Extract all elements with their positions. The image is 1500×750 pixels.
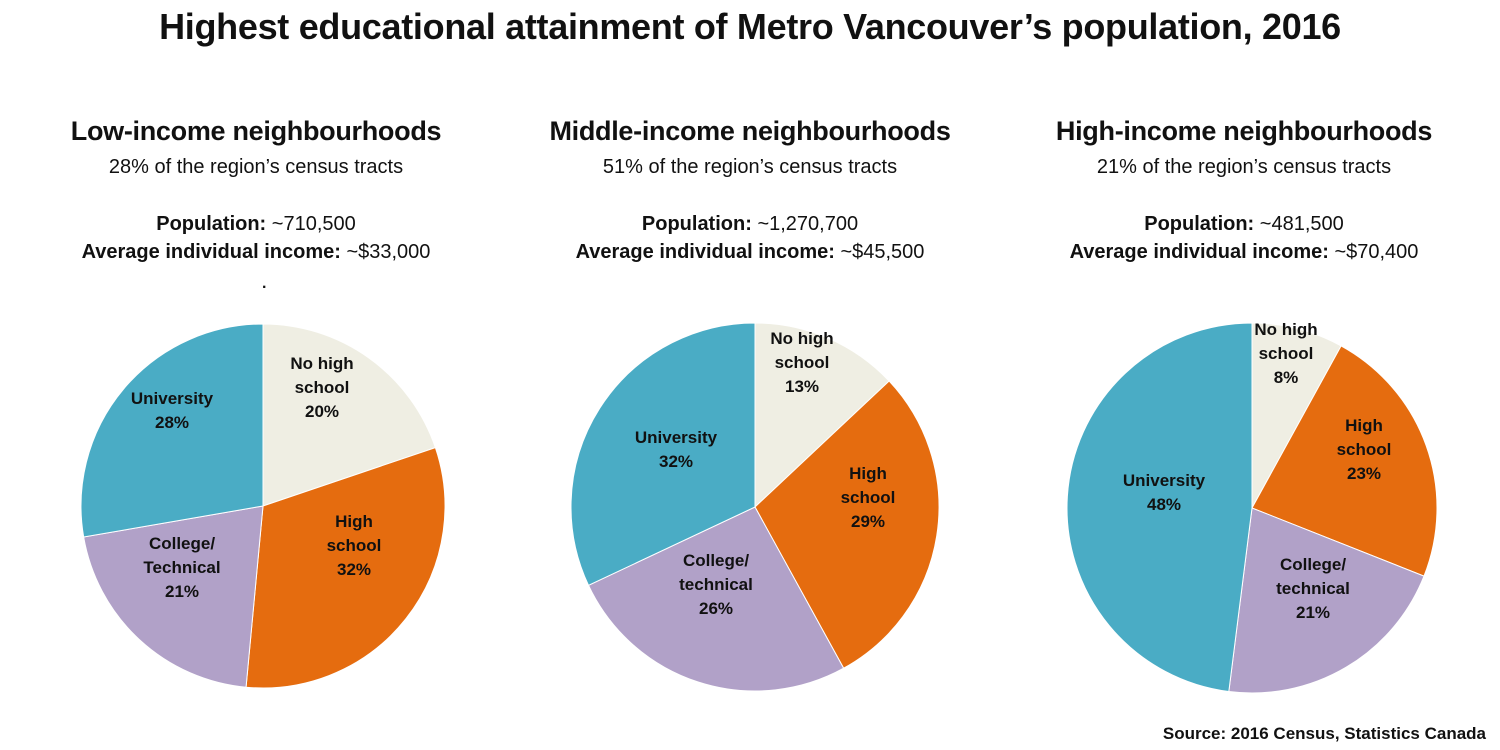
slice-label-line: High	[849, 464, 887, 483]
pie-slice-university	[570, 322, 756, 587]
slice-label-line: school	[1259, 344, 1314, 363]
slice-label-line: No high	[1254, 320, 1317, 339]
income-value: ~$70,400	[1334, 241, 1419, 263]
pie-slice-no-high-school	[262, 323, 437, 507]
slice-label-line: University	[131, 389, 214, 408]
slice-label-line: University	[635, 428, 718, 447]
income-label: Average individual income:	[575, 241, 835, 263]
population-label: Population:	[1144, 213, 1255, 235]
slice-label-line: 32%	[337, 560, 371, 579]
slice-label-line: Technical	[143, 558, 220, 577]
pie-slice-no-high-school	[1251, 322, 1342, 509]
panel-subtitle: 21% of the region’s census tracts	[1096, 156, 1392, 178]
slice-label-no-high-school: No high school 8%	[1254, 320, 1317, 387]
income-stat: Average individual income: ~$33,000	[6, 241, 506, 264]
panel-title: High-income neighbourhoods	[1055, 116, 1433, 146]
slice-label-university: University 32%	[635, 428, 718, 471]
income-label: Average individual income:	[1069, 241, 1329, 263]
slice-label-line: 48%	[1147, 495, 1181, 514]
pie-slice-high-school	[245, 446, 446, 689]
population-stat: Population: ~481,500	[994, 213, 1494, 236]
slice-label-line: school	[841, 488, 896, 507]
population-value: ~710,500	[271, 213, 356, 235]
income-label: Average individual income:	[81, 241, 341, 263]
slice-label-high-school: High school 23%	[1337, 416, 1392, 483]
chart-title: Highest educational attainment of Metro …	[159, 6, 1341, 47]
slice-label-line: 20%	[305, 402, 339, 421]
income-value: ~$45,500	[840, 241, 925, 263]
slice-label-line: technical	[679, 575, 753, 594]
panel-title: Middle-income neighbourhoods	[549, 116, 951, 146]
panel-low-income: Low-income neighbourhoods 28% of the reg…	[6, 0, 506, 750]
pie-0: No high school 20% High school 32% College/Tec…	[80, 323, 446, 689]
slice-label-no-high-school: No high school 13%	[770, 329, 833, 396]
population-value: ~481,500	[1259, 213, 1344, 235]
pie-slice-university	[80, 323, 264, 538]
population-value: ~1,270,700	[757, 213, 859, 235]
slice-label-line: High	[335, 512, 373, 531]
slice-label-college: College/technical 26%	[679, 551, 753, 618]
slice-label-high-school: High school 32%	[327, 512, 382, 579]
panel-high-income: High-income neighbourhoods 21% of the re…	[994, 0, 1494, 750]
pie-slice-college	[587, 506, 845, 692]
slice-label-no-high-school: No high school 20%	[290, 354, 353, 421]
slice-label-college: College/technical 21%	[1276, 555, 1350, 622]
slice-label-college: College/Technical 21%	[143, 534, 220, 601]
slice-label-line: 32%	[659, 452, 693, 471]
population-stat: Population: ~1,270,700	[500, 213, 1000, 236]
slice-label-line: 21%	[165, 582, 199, 601]
slice-label-line: 26%	[699, 599, 733, 618]
population-label: Population:	[641, 213, 752, 235]
slice-label-line: 13%	[785, 377, 819, 396]
slice-label-line: 29%	[851, 512, 885, 531]
population-label: Population:	[156, 213, 267, 235]
slice-label-line: school	[295, 378, 350, 397]
population-stat: Population: ~710,500	[6, 213, 506, 236]
pie-slice-college	[1228, 507, 1425, 694]
slice-label-high-school: High school 29%	[841, 464, 896, 531]
slice-label-line: College/	[683, 551, 749, 570]
income-stat: Average individual income: ~$45,500	[500, 241, 1000, 264]
panel-middle-income: Middle-income neighbourhoods 51% of the …	[500, 0, 1000, 750]
slice-label-line: 8%	[1274, 368, 1299, 387]
pie-1: No high school 13% High school 29% College/tec…	[570, 322, 940, 692]
pie-slice-no-high-school	[754, 322, 890, 509]
slice-label-line: High	[1345, 416, 1383, 435]
slice-label-line: 28%	[155, 413, 189, 432]
slice-label-line: school	[1337, 440, 1392, 459]
panel-subtitle: 51% of the region’s census tracts	[602, 156, 898, 178]
panel-title: Low-income neighbourhoods	[70, 116, 442, 146]
pie-2: No high school 8% High school 23% College/tech…	[1066, 320, 1438, 694]
income-value: ~$33,000	[346, 241, 431, 263]
pie-slice-college	[83, 505, 264, 688]
slice-label-university: University 28%	[131, 389, 214, 432]
slice-label-university: University 48%	[1123, 471, 1206, 514]
income-stat: Average individual income: ~$70,400	[994, 241, 1494, 264]
stray-mark: .	[262, 275, 267, 292]
slice-label-line: No high	[770, 329, 833, 348]
slice-label-line: technical	[1276, 579, 1350, 598]
slice-label-line: school	[775, 353, 830, 372]
slice-label-line: No high	[290, 354, 353, 373]
slice-label-line: College/	[1280, 555, 1346, 574]
source-note: Source: 2016 Census, Statistics Canada	[1162, 724, 1486, 743]
slice-label-line: College/	[149, 534, 215, 553]
pie-slice-high-school	[1251, 345, 1438, 577]
slice-label-line: 21%	[1296, 603, 1330, 622]
pie-slice-high-school	[754, 380, 940, 669]
pie-slice-university	[1066, 322, 1253, 693]
slice-label-line: school	[327, 536, 382, 555]
slice-label-line: University	[1123, 471, 1206, 490]
slice-label-line: 23%	[1347, 464, 1381, 483]
panel-subtitle: 28% of the region’s census tracts	[108, 156, 404, 178]
